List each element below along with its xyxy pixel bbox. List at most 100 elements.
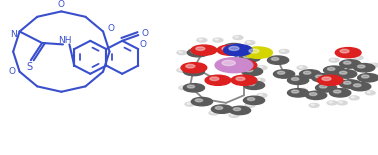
Circle shape bbox=[243, 55, 251, 58]
Circle shape bbox=[309, 103, 319, 107]
Circle shape bbox=[257, 93, 267, 97]
Circle shape bbox=[181, 63, 207, 73]
Circle shape bbox=[233, 36, 243, 40]
Circle shape bbox=[222, 60, 235, 66]
Circle shape bbox=[311, 74, 333, 82]
Circle shape bbox=[259, 66, 262, 68]
Circle shape bbox=[339, 60, 361, 68]
Circle shape bbox=[281, 50, 284, 51]
Circle shape bbox=[354, 64, 375, 72]
Circle shape bbox=[337, 101, 347, 105]
Circle shape bbox=[195, 99, 203, 102]
Circle shape bbox=[344, 61, 351, 64]
Circle shape bbox=[330, 89, 351, 97]
Circle shape bbox=[239, 53, 260, 62]
Circle shape bbox=[273, 70, 295, 78]
Circle shape bbox=[299, 70, 321, 78]
Circle shape bbox=[177, 68, 187, 72]
Circle shape bbox=[279, 49, 289, 53]
Text: S: S bbox=[26, 62, 32, 72]
Circle shape bbox=[349, 96, 359, 100]
Circle shape bbox=[255, 78, 265, 82]
Circle shape bbox=[322, 77, 331, 81]
Circle shape bbox=[183, 84, 204, 92]
Circle shape bbox=[319, 85, 327, 88]
Circle shape bbox=[327, 101, 337, 105]
Circle shape bbox=[277, 71, 285, 74]
Circle shape bbox=[327, 68, 335, 70]
Circle shape bbox=[365, 91, 375, 95]
Circle shape bbox=[339, 102, 342, 103]
Circle shape bbox=[271, 58, 279, 60]
Circle shape bbox=[229, 106, 251, 115]
Circle shape bbox=[316, 75, 323, 78]
Circle shape bbox=[329, 58, 339, 62]
Circle shape bbox=[199, 39, 202, 40]
Circle shape bbox=[350, 82, 371, 91]
Circle shape bbox=[304, 71, 311, 74]
Circle shape bbox=[291, 90, 299, 93]
Text: O: O bbox=[108, 24, 115, 33]
Circle shape bbox=[191, 50, 199, 53]
Circle shape bbox=[310, 93, 317, 95]
Circle shape bbox=[335, 48, 361, 58]
Circle shape bbox=[243, 96, 265, 104]
Circle shape bbox=[215, 39, 218, 40]
Circle shape bbox=[187, 49, 209, 57]
Circle shape bbox=[231, 114, 234, 115]
Circle shape bbox=[245, 103, 255, 107]
Circle shape bbox=[339, 80, 361, 88]
Circle shape bbox=[210, 77, 219, 81]
Circle shape bbox=[247, 41, 250, 43]
Circle shape bbox=[183, 67, 204, 76]
Circle shape bbox=[244, 47, 273, 58]
Circle shape bbox=[371, 64, 375, 65]
Circle shape bbox=[249, 49, 259, 53]
Circle shape bbox=[217, 45, 243, 55]
Circle shape bbox=[235, 36, 239, 38]
Circle shape bbox=[358, 74, 378, 82]
Circle shape bbox=[259, 94, 262, 95]
Circle shape bbox=[331, 59, 335, 60]
Circle shape bbox=[358, 65, 365, 68]
Text: O: O bbox=[141, 29, 148, 38]
Circle shape bbox=[247, 83, 255, 86]
Circle shape bbox=[215, 58, 253, 73]
Circle shape bbox=[291, 78, 299, 80]
Circle shape bbox=[231, 60, 257, 70]
Circle shape bbox=[369, 63, 378, 67]
Circle shape bbox=[317, 75, 343, 85]
Circle shape bbox=[185, 102, 195, 106]
Circle shape bbox=[191, 45, 217, 55]
Circle shape bbox=[247, 104, 250, 106]
Text: O: O bbox=[139, 40, 147, 49]
Circle shape bbox=[367, 92, 370, 93]
Circle shape bbox=[344, 81, 351, 84]
Circle shape bbox=[340, 49, 349, 53]
Circle shape bbox=[268, 56, 289, 64]
Circle shape bbox=[305, 91, 327, 100]
Circle shape bbox=[371, 77, 375, 78]
Circle shape bbox=[369, 76, 378, 80]
Circle shape bbox=[299, 89, 302, 90]
Circle shape bbox=[297, 66, 307, 70]
Circle shape bbox=[299, 66, 302, 68]
Circle shape bbox=[243, 81, 265, 89]
Circle shape bbox=[196, 47, 205, 50]
Circle shape bbox=[181, 86, 184, 88]
Circle shape bbox=[311, 104, 314, 106]
Circle shape bbox=[297, 88, 307, 92]
Circle shape bbox=[187, 103, 190, 104]
Circle shape bbox=[211, 112, 214, 113]
Circle shape bbox=[316, 84, 337, 92]
Text: O: O bbox=[8, 67, 15, 76]
Circle shape bbox=[211, 105, 232, 113]
Circle shape bbox=[236, 62, 245, 65]
Circle shape bbox=[257, 79, 260, 80]
Circle shape bbox=[222, 47, 231, 50]
Circle shape bbox=[233, 108, 241, 111]
Circle shape bbox=[187, 85, 195, 88]
Circle shape bbox=[339, 54, 342, 55]
Circle shape bbox=[205, 75, 231, 85]
Circle shape bbox=[271, 56, 274, 58]
